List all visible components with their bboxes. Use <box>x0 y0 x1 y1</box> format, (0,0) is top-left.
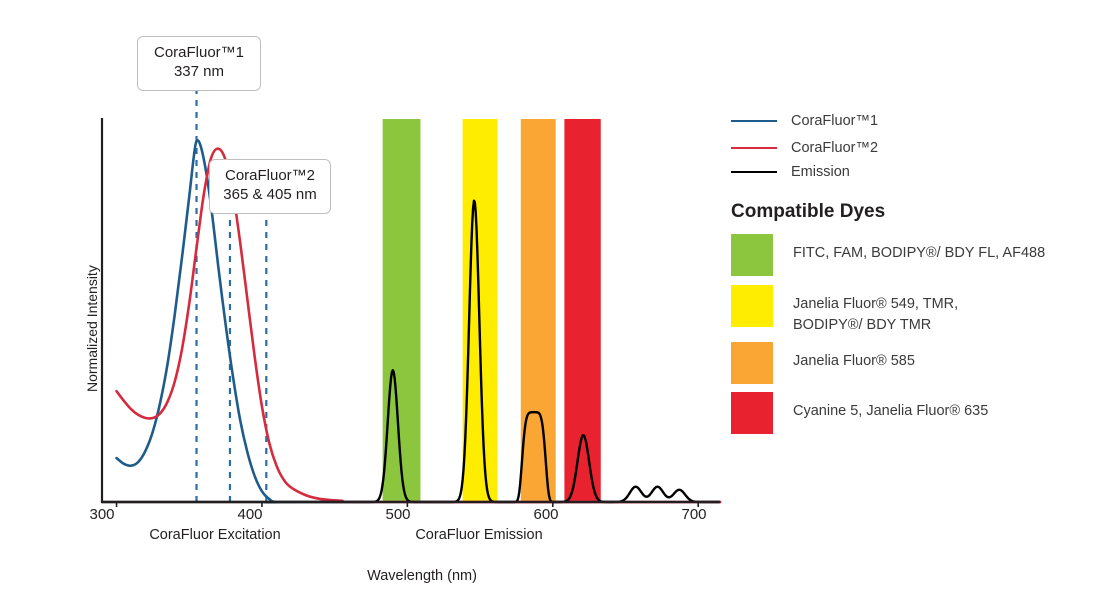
x-tick-700: 700 <box>681 506 707 523</box>
dye-label-orange: Janelia Fluor® 585 <box>793 342 915 372</box>
green-band <box>382 119 421 502</box>
callout-corafluor2-title: CoraFluor™2 <box>224 167 316 184</box>
dye-item-red: Cyanine 5, Janelia Fluor® 635 <box>731 392 988 434</box>
legend-swatch-line-emission <box>731 171 777 173</box>
legend-swatch-line-corafluor2 <box>731 147 777 149</box>
dye-item-green: FITC, FAM, BODIPY®/ BDY FL, AF488 <box>731 234 1045 276</box>
dye-label-yellow: Janelia Fluor® 549, TMR, BODIPY®/ BDY TM… <box>793 285 958 336</box>
legend-item-corafluor1: CoraFluor™1 <box>731 113 878 129</box>
legend-item-corafluor2: CoraFluor™2 <box>731 140 878 156</box>
dye-swatch-orange <box>731 342 773 384</box>
marker-lines-layer <box>195 88 268 502</box>
x-tick-600: 600 <box>533 506 559 523</box>
compatible-dyes-title: Compatible Dyes <box>731 201 886 222</box>
y-axis-title: Normalized Intensity <box>84 265 100 392</box>
emission-region-label: CoraFluor Emission <box>415 527 543 543</box>
callout-corafluor2-value: 365 & 405 nm <box>223 185 317 203</box>
legend-label-emission: Emission <box>791 164 850 180</box>
x-tick-500: 500 <box>385 506 411 523</box>
dye-bands-layer <box>382 119 601 502</box>
callout-corafluor1: CoraFluor™1 337 nm <box>137 36 261 91</box>
dye-swatch-yellow <box>731 285 773 327</box>
legend-label-corafluor2: CoraFluor™2 <box>791 140 879 156</box>
excitation-region-label: CoraFluor Excitation <box>149 527 281 543</box>
legend-label-corafluor1: CoraFluor™1 <box>791 113 879 129</box>
dye-item-yellow: Janelia Fluor® 549, TMR, BODIPY®/ BDY TM… <box>731 285 958 336</box>
axis-layer <box>100 118 720 507</box>
dye-label-green-line1: FITC, FAM, BODIPY®/ BDY FL, AF488 <box>793 245 1046 261</box>
dye-label-yellow-line1: Janelia Fluor® 549, TMR, <box>793 296 959 312</box>
x-axis-title: Wavelength (nm) <box>367 568 477 584</box>
x-tick-300: 300 <box>89 506 115 523</box>
legend-swatch-line-corafluor1 <box>731 120 777 122</box>
dye-swatch-red <box>731 392 773 434</box>
dye-swatch-green <box>731 234 773 276</box>
dye-label-orange-line1: Janelia Fluor® 585 <box>793 353 915 369</box>
dye-label-yellow-line2: BODIPY®/ BDY TMR <box>793 317 932 334</box>
callout-corafluor1-title: CoraFluor™1 <box>153 44 245 61</box>
red-band <box>564 119 601 502</box>
x-tick-400: 400 <box>237 506 263 523</box>
dye-label-red-line1: Cyanine 5, Janelia Fluor® 635 <box>793 403 989 419</box>
dye-label-red: Cyanine 5, Janelia Fluor® 635 <box>793 392 988 422</box>
orange-band <box>520 119 556 502</box>
callout-corafluor1-value: 337 nm <box>173 62 225 80</box>
legend-item-emission: Emission <box>731 164 850 180</box>
dye-item-orange: Janelia Fluor® 585 <box>731 342 915 384</box>
callout-corafluor2: CoraFluor™2 365 & 405 nm <box>209 159 331 214</box>
dye-label-green: FITC, FAM, BODIPY®/ BDY FL, AF488 <box>793 234 1045 264</box>
